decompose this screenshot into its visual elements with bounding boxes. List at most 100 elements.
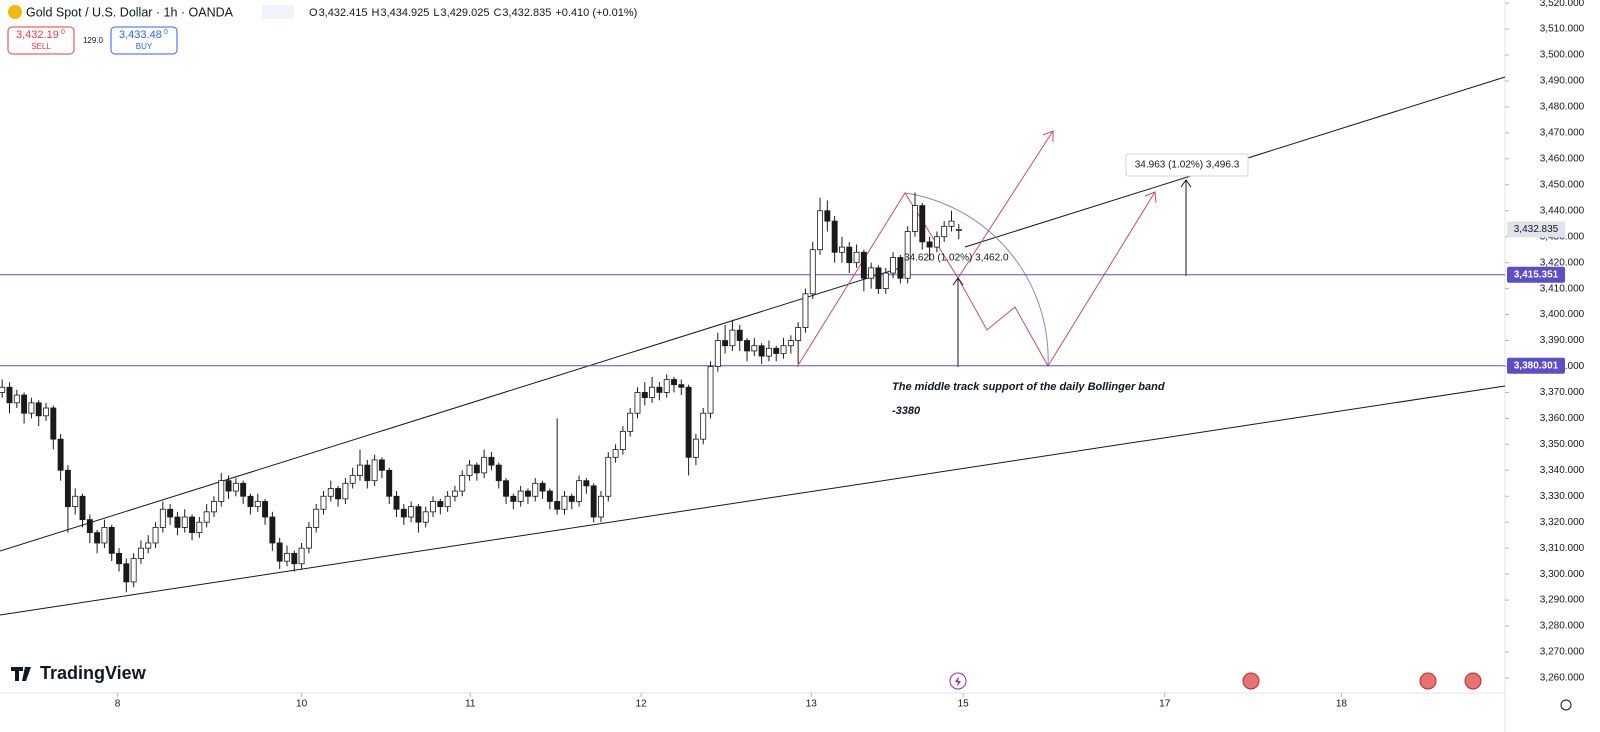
candle-body — [605, 456, 612, 497]
candle-body — [510, 495, 517, 502]
candle-body — [196, 521, 203, 533]
candle-body — [627, 412, 634, 432]
economic-event[interactable] — [1242, 672, 1260, 690]
y-tick-label: 3,390.000 — [1540, 335, 1585, 346]
candle-body — [656, 386, 663, 393]
candle-body — [232, 482, 239, 492]
event-icon-glyph — [955, 676, 961, 687]
ohlc-value: 3,432.415 — [319, 7, 368, 19]
candle-body — [269, 516, 276, 544]
candle-body — [773, 347, 780, 354]
candle-body — [371, 459, 378, 482]
candle-body — [904, 231, 911, 279]
candle-body — [137, 547, 144, 559]
candle-body — [349, 475, 356, 484]
candle-body — [364, 464, 371, 482]
indicator-toggle[interactable] — [262, 5, 294, 19]
arrow-head — [1042, 130, 1054, 142]
candle-body — [875, 267, 882, 290]
candle-body — [86, 519, 93, 533]
brand-name[interactable]: TradingView — [40, 663, 147, 683]
candle-body — [495, 464, 502, 482]
price-tag — [1507, 357, 1565, 374]
candle-body — [649, 386, 656, 399]
candle-body — [590, 485, 597, 518]
candle-body — [101, 527, 108, 544]
candle-body — [305, 527, 312, 549]
candle-body — [765, 347, 772, 357]
candle-body — [787, 340, 794, 347]
candle-body — [926, 241, 933, 248]
economic-event[interactable] — [1464, 672, 1482, 690]
y-tick-label: 3,470.000 — [1540, 128, 1585, 139]
candle-body — [692, 438, 699, 458]
spread: 129.0 — [83, 36, 104, 45]
y-tick-label: 3,350.000 — [1540, 439, 1585, 450]
sell-fraction[interactable]: 0 — [61, 29, 65, 36]
candle-body — [415, 506, 422, 523]
candle-body — [320, 495, 327, 510]
candle-body — [941, 225, 948, 238]
buy-button[interactable] — [110, 26, 178, 55]
candle-body — [663, 379, 670, 393]
candle-body — [313, 508, 320, 528]
candle-body — [430, 501, 436, 513]
candle-body — [860, 251, 867, 279]
price-tag — [1507, 266, 1565, 283]
sell-button[interactable] — [7, 26, 75, 55]
candle-body — [576, 480, 583, 502]
buy-label[interactable]: BUY — [136, 42, 153, 51]
symbol-title[interactable]: Gold Spot / U.S. Dollar · 1h · OANDA — [26, 5, 234, 19]
y-tick-label: 3,260.000 — [1540, 673, 1585, 684]
ohlc-value: 3,429.025 — [441, 7, 490, 19]
economic-event[interactable] — [1419, 672, 1437, 690]
y-tick-label: 3,420.000 — [1540, 257, 1585, 268]
y-tick-label: 3,450.000 — [1540, 179, 1585, 190]
candle-body — [262, 501, 269, 518]
measure-label: 34.963 (1.02%) 3,496.3 — [1135, 160, 1240, 171]
candle-body — [247, 495, 254, 508]
buy-price[interactable]: 3,433.48 — [119, 29, 162, 41]
candle-body — [568, 495, 575, 502]
y-tick-label: 3,460.000 — [1540, 153, 1585, 164]
candle-body — [298, 547, 305, 565]
candle-body — [641, 392, 648, 399]
candle-body — [809, 249, 816, 295]
ohlc-label: L — [433, 7, 439, 19]
candle-body — [853, 251, 860, 264]
candle-body — [838, 246, 845, 253]
sell-label[interactable]: SELL — [31, 42, 51, 51]
ohlc-value: 3,432.835 — [502, 7, 551, 19]
current-price-tag — [1507, 221, 1565, 238]
candle-body — [714, 340, 721, 367]
candle-body — [466, 464, 473, 476]
y-tick-label: 3,320.000 — [1540, 517, 1585, 528]
sell-price[interactable]: 3,432.19 — [16, 29, 59, 41]
candle-body — [890, 257, 897, 274]
candle-body — [897, 257, 904, 279]
x-tick-label: 18 — [1336, 699, 1348, 710]
candle-body — [225, 480, 232, 492]
arrow-head — [952, 277, 964, 286]
candle-body — [583, 480, 590, 487]
candle-body — [612, 449, 619, 458]
y-tick-label: 3,310.000 — [1540, 543, 1585, 554]
candle-body — [422, 511, 429, 523]
candle-body — [751, 345, 758, 352]
buy-fraction[interactable]: 0 — [164, 29, 168, 36]
candle-body — [831, 220, 838, 253]
candle-body — [634, 392, 641, 414]
candle-body — [722, 340, 729, 347]
candle-body — [539, 482, 546, 492]
candle-body — [57, 438, 64, 471]
candle-body — [218, 480, 225, 502]
candle-body — [598, 495, 604, 518]
candle-body — [43, 407, 49, 417]
candle-body — [108, 527, 115, 554]
candle-body — [145, 542, 152, 549]
settings-icon[interactable] — [1560, 699, 1572, 711]
candle-body — [919, 205, 926, 243]
candle-body — [254, 501, 261, 508]
